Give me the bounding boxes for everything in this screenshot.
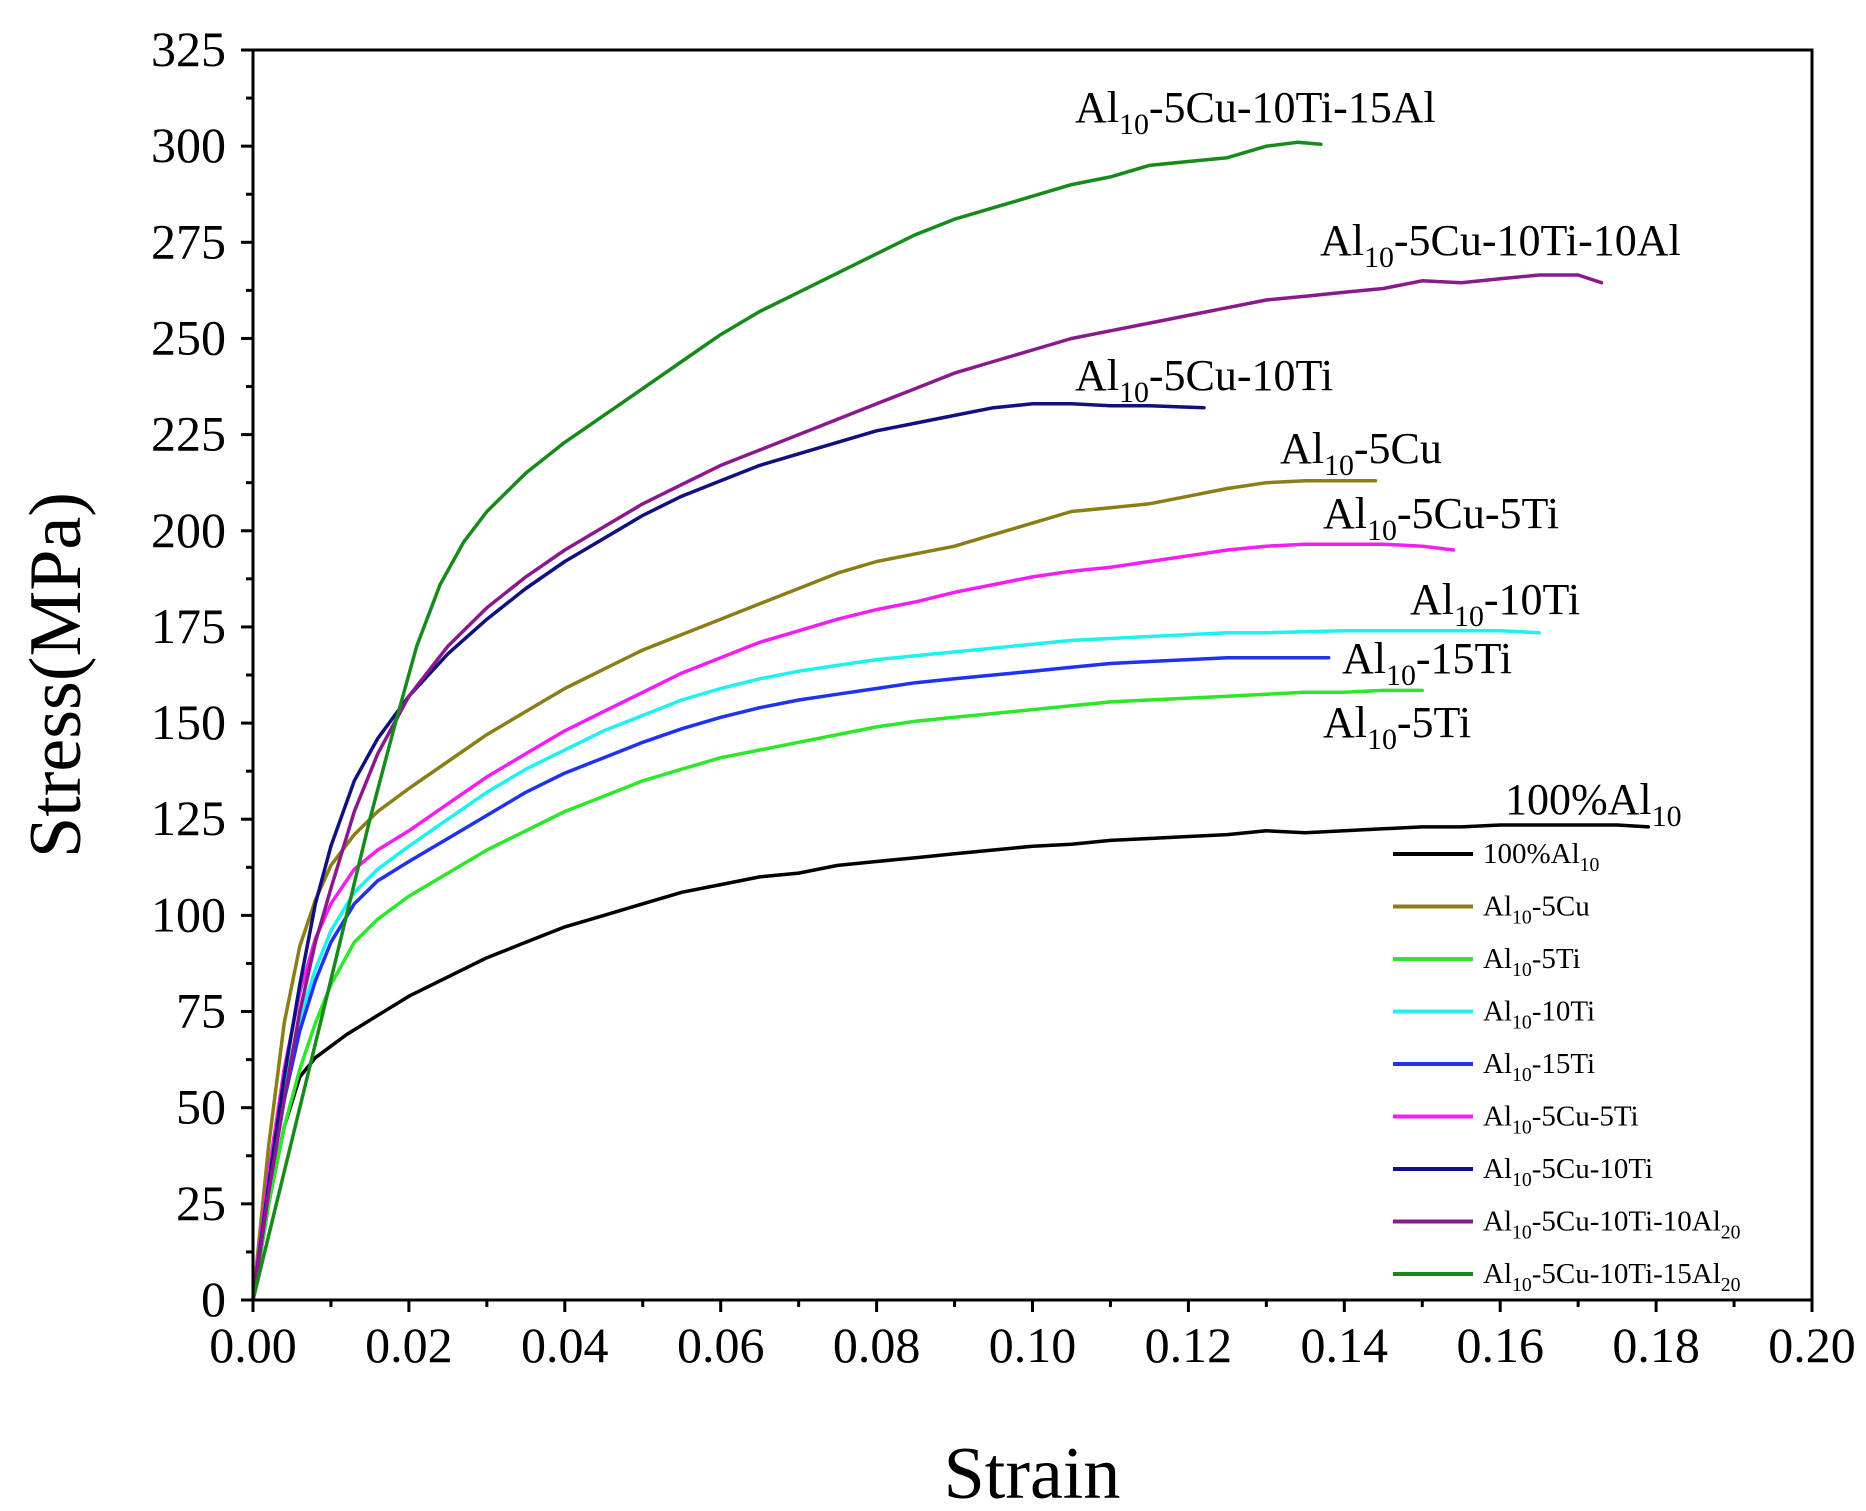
legend-label: Al10-5Cu-10Ti [1483,1153,1653,1191]
series-line-4 [251,655,1331,1302]
x-tick-label: 0.20 [1768,1317,1856,1373]
y-tick-label: 150 [151,694,226,750]
curve-annotation: Al10-5Cu-10Ti-10Al [1320,216,1681,274]
series-line-8 [251,140,1323,1302]
series-line-5 [251,542,1456,1302]
legend-label: Al10-10Ti [1483,996,1595,1034]
axis-ticks: 0.00 0.02 0.04 0.06 0.08 0.10 0.12 0.14 0.16 0.18… [151,21,1856,1373]
legend-label: Al10-5Cu-5Ti [1483,1101,1639,1139]
series-line-3 [251,629,1541,1302]
curve-annotation: Al10-5Cu-10Ti-15Al [1075,83,1436,141]
y-tick-label: 175 [151,598,226,654]
y-tick-label: 0 [201,1271,226,1327]
series-line-2 [251,688,1424,1302]
legend-label: 100%Al10 [1483,838,1600,876]
curve-annotation: Al10-5Cu-10Ti [1075,351,1333,409]
legend-label: Al10-5Cu-10Ti-15Al20 [1483,1258,1741,1296]
legend: 100%Al10 Al10-5Cu Al10-5Ti Al10-10Ti Al10-15… [1393,838,1741,1296]
y-tick-label: 100 [151,886,226,942]
x-tick-label: 0.00 [209,1317,297,1373]
y-tick-label: 225 [151,406,226,462]
curve-annotation: Al10-5Ti [1323,698,1471,756]
curve-annotation: 100%Al10 [1505,775,1682,833]
x-tick-label: 0.18 [1612,1317,1700,1373]
y-tick-label: 250 [151,309,226,365]
y-tick-label: 200 [151,502,226,558]
curve-annotation: Al10-5Cu [1280,424,1442,482]
y-tick-label: 75 [176,983,226,1039]
curve-annotation: Al10-15Ti [1342,634,1512,692]
x-axis-title: Strain [944,1433,1121,1511]
legend-label: Al10-5Ti [1483,943,1581,981]
curve-annotation: Al10-5Cu-5Ti [1323,489,1559,547]
x-tick-label: 0.16 [1456,1317,1544,1373]
x-tick-label: 0.10 [989,1317,1077,1373]
y-tick-label: 275 [151,213,226,269]
y-tick-label: 25 [176,1175,226,1231]
x-tick-label: 0.14 [1301,1317,1389,1373]
curve-annotation: Al10-10Ti [1410,575,1580,633]
y-tick-label: 325 [151,21,226,77]
legend-label: Al10-5Cu [1483,891,1590,929]
y-tick-label: 50 [176,1079,226,1135]
x-tick-label: 0.04 [521,1317,609,1373]
series-line-0 [251,823,1651,1302]
x-tick-label: 0.06 [677,1317,765,1373]
x-tick-label: 0.02 [365,1317,453,1373]
y-tick-label: 300 [151,117,226,173]
series-layer [251,140,1651,1302]
legend-label: Al10-5Cu-10Ti-10Al20 [1483,1206,1741,1244]
series-line-6 [251,402,1206,1302]
curve-annotations: Al10-5Cu-10Ti-15Al Al10-5Cu-10Ti-10Al Al10… [1075,83,1682,833]
legend-label: Al10-15Ti [1483,1048,1595,1086]
y-tick-label: 125 [151,790,226,846]
x-tick-label: 0.08 [833,1317,921,1373]
y-axis-title: Stress(MPa) [15,492,97,858]
x-tick-label: 0.12 [1145,1317,1233,1373]
series-line-7 [251,273,1604,1302]
